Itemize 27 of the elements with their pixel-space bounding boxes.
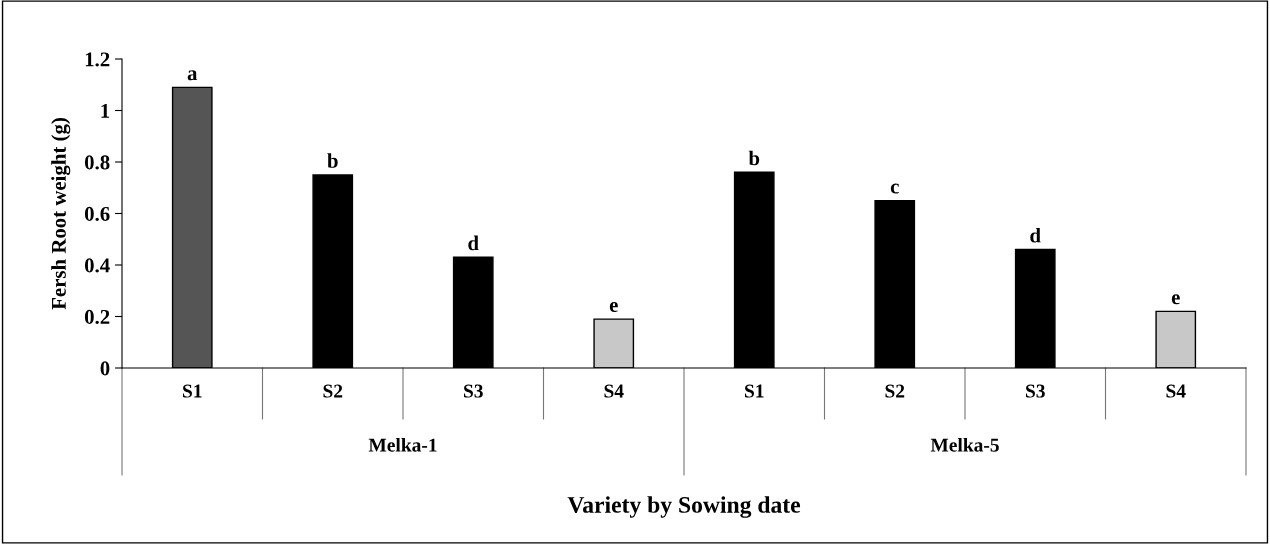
y-tick-label: 0.4: [84, 258, 110, 273]
data-label: b: [748, 150, 760, 166]
data-label: a: [187, 70, 198, 81]
data-label: b: [327, 153, 338, 168]
x-tick-label: S3: [464, 384, 483, 398]
y-tick-label: 1: [101, 103, 110, 118]
x-tick-label: S4: [604, 384, 624, 398]
x-axis-title: Variety by Sowing date: [567, 496, 801, 518]
y-tick-label: 1.2: [85, 52, 110, 67]
text: Melka-5: [930, 437, 999, 452]
data-label: c: [890, 183, 899, 194]
x-tick-label: S3: [1026, 384, 1045, 398]
data-label: e: [1171, 294, 1180, 305]
x-tick-label: S1: [183, 384, 202, 398]
y-tick-label: 0.8: [84, 155, 110, 170]
x-tick-label: S1: [745, 384, 764, 398]
x-tick-label: S2: [323, 384, 343, 398]
data-label: d: [1030, 227, 1041, 243]
data-label: d: [468, 235, 479, 251]
text: Melka-1: [368, 437, 437, 452]
y-tick-label: 0.2: [84, 309, 110, 325]
data-label: e: [609, 302, 618, 313]
y-axis-title: Fersh Root weight (g): [51, 118, 71, 310]
y-tick-label: 0.6: [84, 206, 110, 222]
y-tick-label: 0: [100, 361, 110, 376]
x-tick-label: S2: [885, 384, 905, 398]
x-tick-label: S4: [1166, 384, 1186, 398]
